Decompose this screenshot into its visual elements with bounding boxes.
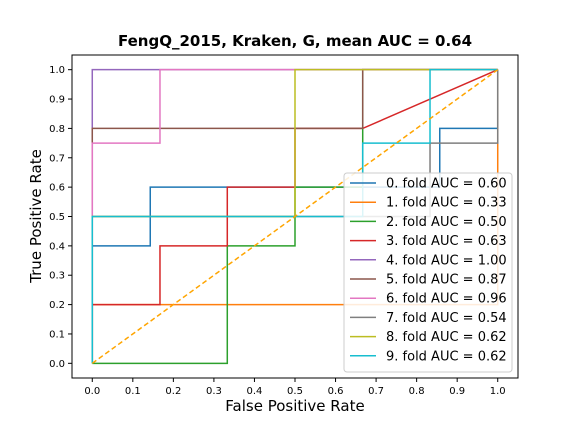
y-tick-label: 0.7: [49, 153, 65, 164]
x-tick-label: 0.9: [449, 386, 465, 397]
legend-entry: 6. fold AUC = 0.96: [386, 292, 507, 307]
legend: 0. fold AUC = 0.60 1. fold AUC = 0.33 2. f…: [343, 172, 513, 373]
legend-box: [343, 172, 513, 373]
x-tick-label: 0.4: [247, 386, 263, 397]
y-axis-label: True Positive Rate: [27, 149, 45, 284]
x-tick-label: 0.0: [84, 386, 100, 397]
legend-entry: 3. fold AUC = 0.63: [386, 234, 507, 249]
legend-entry: 0. fold AUC = 0.60: [386, 177, 507, 192]
legend-entry: 5. fold AUC = 0.87: [386, 273, 507, 288]
y-tick-label: 0.6: [49, 183, 65, 194]
x-tick-label: 0.6: [328, 386, 344, 397]
chart-title: FengQ_2015, Kraken, G, mean AUC = 0.64: [118, 32, 472, 50]
legend-entry: 9. fold AUC = 0.62: [386, 349, 507, 364]
y-tick-label: 0.3: [49, 271, 65, 282]
y-tick-label: 0.1: [49, 329, 65, 340]
y-tick-label: 0.4: [49, 241, 65, 252]
roc-line-fold-9: [91, 68, 498, 364]
y-tick-label: 0.9: [49, 95, 65, 106]
x-tick-label: 0.8: [409, 386, 425, 397]
y-tick-label: 0.5: [49, 212, 65, 223]
legend-entry: 2. fold AUC = 0.50: [386, 215, 507, 230]
x-tick-label: 0.1: [125, 386, 141, 397]
x-axis-label: False Positive Rate: [225, 397, 364, 415]
plot-area: 0.0 0.1 0.2 0.3 0.4 0.5 0.6 0.7 0.8 0.9 1.0 0.0 0.1 0…: [49, 54, 519, 397]
legend-entry: 4. fold AUC = 1.00: [386, 253, 507, 268]
y-tick-label: 0.0: [49, 359, 65, 370]
y-tick-label: 1.0: [49, 65, 65, 76]
y-tick-label: 0.2: [49, 300, 65, 311]
legend-entry: 8. fold AUC = 0.62: [386, 330, 507, 345]
x-tick-label: 1.0: [490, 386, 506, 397]
x-tick-label: 0.5: [287, 386, 303, 397]
y-tick-label: 0.8: [49, 124, 65, 135]
legend-entry: 7. fold AUC = 0.54: [386, 311, 507, 326]
legend-entry: 1. fold AUC = 0.33: [386, 196, 507, 211]
x-tick-label: 0.2: [165, 386, 181, 397]
x-tick-label: 0.7: [368, 386, 384, 397]
chance-line: [91, 69, 499, 364]
x-tick-label: 0.3: [206, 386, 222, 397]
